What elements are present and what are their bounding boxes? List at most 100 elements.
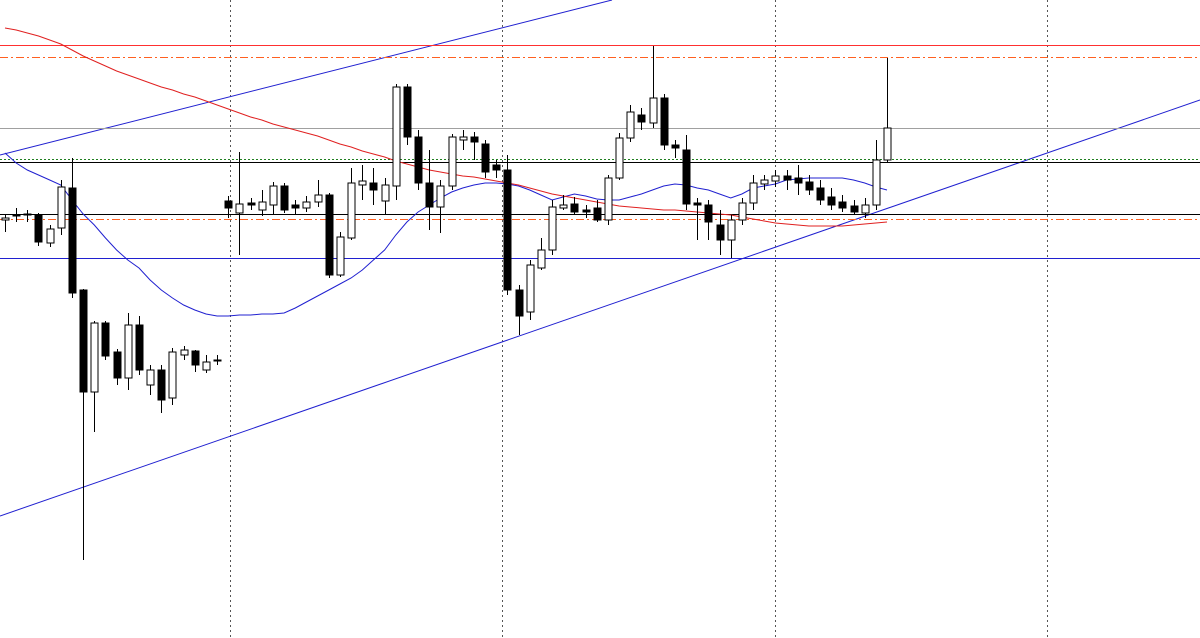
candle-body [760,179,769,185]
candle-body [269,185,278,206]
candle [12,208,21,222]
candle-body [247,202,256,206]
candle-body [470,136,479,143]
candle-body [213,359,222,362]
trend-line [0,99,1200,517]
candle-body [861,204,870,214]
candle-body [68,187,77,294]
candle-body [548,206,557,251]
candle-body [235,203,244,214]
candle-body [582,209,591,213]
candle-body [883,127,892,161]
candle-body [448,136,457,187]
candle-body [34,214,43,243]
candle [358,165,367,200]
candle-body [537,249,546,269]
candle [481,140,490,178]
candle-body [358,180,367,186]
candle-body [113,351,122,379]
candle [157,365,166,413]
candle-body [794,177,803,184]
candle [470,132,479,160]
candle-body [180,349,189,356]
candle [671,140,680,158]
candle [113,349,122,385]
candle-body [526,264,535,313]
candle [381,178,390,215]
candle [771,170,780,187]
candle [336,232,345,277]
candle-body [604,177,613,221]
candle-body [704,204,713,223]
candle-body [336,236,345,276]
candle-body [559,204,568,209]
candle [615,133,624,180]
candle [593,200,602,222]
candle [291,200,300,214]
candle [649,46,658,128]
candle-body [816,187,825,201]
candle [258,190,267,216]
candle [224,196,233,218]
candle [459,130,468,150]
candle [827,188,836,210]
candle-body [682,149,691,205]
candle [716,210,725,255]
candle-body [805,181,814,191]
candle-body [325,194,334,276]
candle [492,160,501,178]
moving-average [4,152,888,317]
candle-body [693,202,702,206]
candle [34,213,43,246]
candle [704,200,713,240]
candle [68,158,77,298]
candle [79,289,88,560]
candle [604,175,613,225]
candle [135,316,144,375]
candle [403,84,412,145]
trend-line [0,0,613,156]
candle [347,168,356,240]
candle-body [347,182,356,239]
candle-body [168,351,177,399]
candle [850,200,859,215]
candle-body [314,194,323,203]
candle [392,84,401,200]
candle [727,215,736,258]
candle-body [46,228,55,244]
candle-body [660,97,669,146]
candle-body [850,205,859,213]
candle-body [838,201,847,209]
candle-body [57,186,66,229]
candle-body [671,144,680,149]
candle [414,130,423,190]
candle-body [90,322,99,393]
candle-body [369,182,378,191]
candle [191,350,200,372]
candle [213,355,222,365]
candle [46,225,55,247]
candle [783,170,792,190]
candle [369,168,378,205]
candle [559,195,568,210]
candle-body [23,213,32,216]
candle [805,175,814,195]
vertical-grid [230,0,1048,638]
candle [247,198,256,210]
candle-body [191,350,200,366]
candle [760,175,769,190]
candle-body [302,201,311,209]
candle [749,175,758,210]
candle-body [403,86,412,138]
candle-body [146,369,155,386]
candle-body [649,97,658,124]
candle-body [124,324,133,379]
candle [872,140,881,210]
candle-body [157,369,166,401]
candle [124,313,133,390]
candle-body [425,182,434,208]
candle [180,346,189,360]
candle-body [459,136,468,141]
candle [883,58,892,162]
